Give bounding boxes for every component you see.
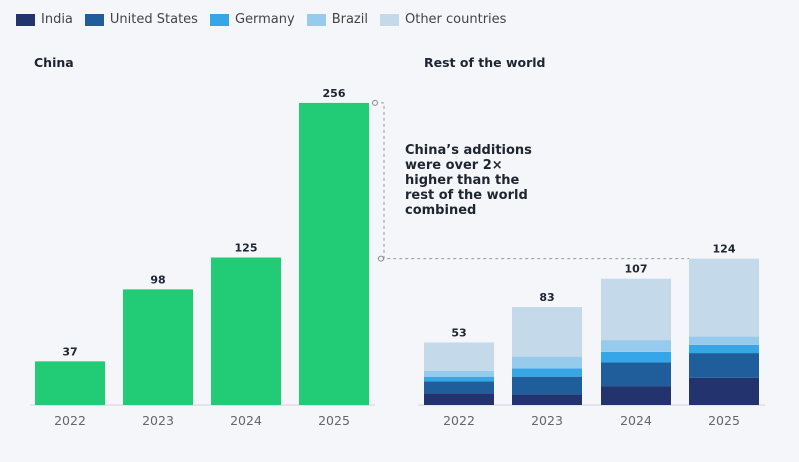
china-value-label: 125	[235, 242, 258, 255]
legend-swatch	[379, 13, 399, 26]
legend-swatch	[306, 13, 326, 26]
rest-panel-title: Rest of the world	[424, 55, 546, 70]
rest-x-tick: 2025	[708, 413, 740, 428]
china-bar-2023	[123, 289, 193, 405]
rest-segment-germany-2022	[424, 376, 494, 382]
legend-label: Germany	[234, 12, 295, 27]
rest-segment-other-countries-2023	[512, 307, 582, 357]
rest-segment-germany-2025	[689, 344, 759, 354]
legend: India United States Germany Brazil Other…	[16, 12, 506, 27]
legend-item-other-countries: Other countries	[379, 12, 507, 27]
rest-segment-india-2024	[601, 386, 671, 405]
rest-segment-india-2022	[424, 393, 494, 405]
rest-segment-brazil-2024	[601, 340, 671, 352]
rest-segment-other-countries-2022	[424, 342, 494, 371]
rest-x-tick: 2024	[620, 413, 652, 428]
legend-label: Brazil	[331, 12, 368, 27]
comparison-connector	[375, 102, 689, 260]
rest-total-label: 53	[451, 326, 466, 339]
rest-segment-brazil-2022	[424, 370, 494, 377]
legend-label: Other countries	[404, 12, 507, 27]
legend-item-united-states: United States	[84, 12, 198, 27]
rest-segment-united-states-2025	[689, 353, 759, 378]
rest-segment-brazil-2025	[689, 336, 759, 345]
rest-segment-germany-2024	[601, 351, 671, 363]
china-value-label: 37	[62, 345, 77, 358]
china-x-tick: 2025	[318, 413, 350, 428]
rest-segment-germany-2023	[512, 368, 582, 377]
china-bar-2022	[35, 361, 105, 405]
legend-label: India	[41, 12, 73, 27]
legend-item-brazil: Brazil	[306, 12, 368, 27]
legend-swatch	[209, 13, 229, 26]
china-value-label: 256	[323, 87, 346, 100]
china-x-tick: 2023	[142, 413, 174, 428]
rest-segment-india-2025	[689, 377, 759, 405]
china-bar-2024	[211, 257, 281, 405]
rest-total-label: 107	[625, 263, 648, 276]
rest-x-tick: 2023	[531, 413, 563, 428]
rest-segment-united-states-2024	[601, 362, 671, 387]
rest-segment-other-countries-2025	[689, 258, 759, 337]
legend-label: United States	[109, 12, 198, 27]
china-value-label: 98	[150, 273, 165, 286]
china-bar-2025	[299, 102, 369, 406]
legend-swatch	[16, 13, 35, 26]
rest-x-tick: 2022	[443, 413, 475, 428]
rest-segment-india-2023	[512, 394, 582, 405]
connector-end-dot	[372, 99, 378, 106]
rest-segment-united-states-2022	[424, 381, 494, 394]
annotation: China’s additions were over 2× higher th…	[405, 143, 532, 218]
legend-item-germany: Germany	[209, 12, 295, 27]
rest-total-label: 83	[539, 291, 554, 304]
legend-swatch	[84, 13, 104, 26]
china-x-tick: 2022	[54, 413, 86, 428]
connector-end-dot	[378, 255, 384, 262]
rest-segment-brazil-2023	[512, 356, 582, 369]
legend-item-india: India	[16, 12, 73, 27]
rest-segment-other-countries-2024	[601, 278, 671, 341]
rest-total-label: 124	[713, 243, 736, 256]
china-panel-title: China	[34, 55, 74, 70]
rest-segment-united-states-2023	[512, 376, 582, 395]
china-x-tick: 2024	[230, 413, 262, 428]
